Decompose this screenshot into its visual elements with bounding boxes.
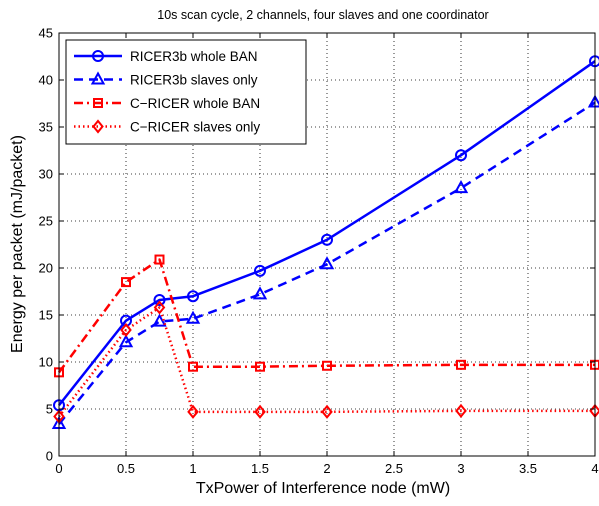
x-tick-label: 1.5 — [251, 461, 269, 476]
x-tick-label: 0.5 — [117, 461, 135, 476]
data-point — [456, 182, 467, 192]
series-line — [59, 103, 595, 424]
x-tick-label: 3 — [457, 461, 464, 476]
y-tick-label: 10 — [39, 355, 53, 370]
x-tick-label: 2 — [323, 461, 330, 476]
y-tick-label: 30 — [39, 167, 53, 182]
x-tick-label: 3.5 — [519, 461, 537, 476]
y-tick-label: 35 — [39, 120, 53, 135]
legend: RICER3b whole BAN RICER3b slaves only C−RI… — [66, 40, 306, 144]
x-tick-label: 2.5 — [385, 461, 403, 476]
y-tick-label: 15 — [39, 308, 53, 323]
y-tick-label: 40 — [39, 73, 53, 88]
x-axis-label: TxPower of Interference node (mW) — [196, 480, 450, 497]
y-tick-label: 20 — [39, 261, 53, 276]
chart-title: 10s scan cycle, 2 channels, four slaves … — [157, 8, 488, 22]
x-tick-label: 1 — [189, 461, 196, 476]
legend-label: RICER3b whole BAN — [130, 49, 258, 64]
y-tick-label: 45 — [39, 26, 53, 41]
series-2 — [54, 97, 599, 428]
x-tick-label: 0 — [55, 461, 62, 476]
legend-label: C−RICER slaves only — [130, 120, 260, 135]
y-tick-label: 0 — [46, 449, 53, 464]
legend-label: RICER3b slaves only — [130, 73, 258, 88]
y-tick-label: 5 — [46, 402, 53, 417]
y-axis-label: Energy per packet (mJ/packet) — [9, 135, 26, 353]
data-point — [189, 406, 198, 417]
y-tick-label: 25 — [39, 214, 53, 229]
legend-label: C−RICER whole BAN — [130, 96, 260, 111]
series-line — [59, 260, 595, 373]
x-tick-label: 4 — [591, 461, 598, 476]
